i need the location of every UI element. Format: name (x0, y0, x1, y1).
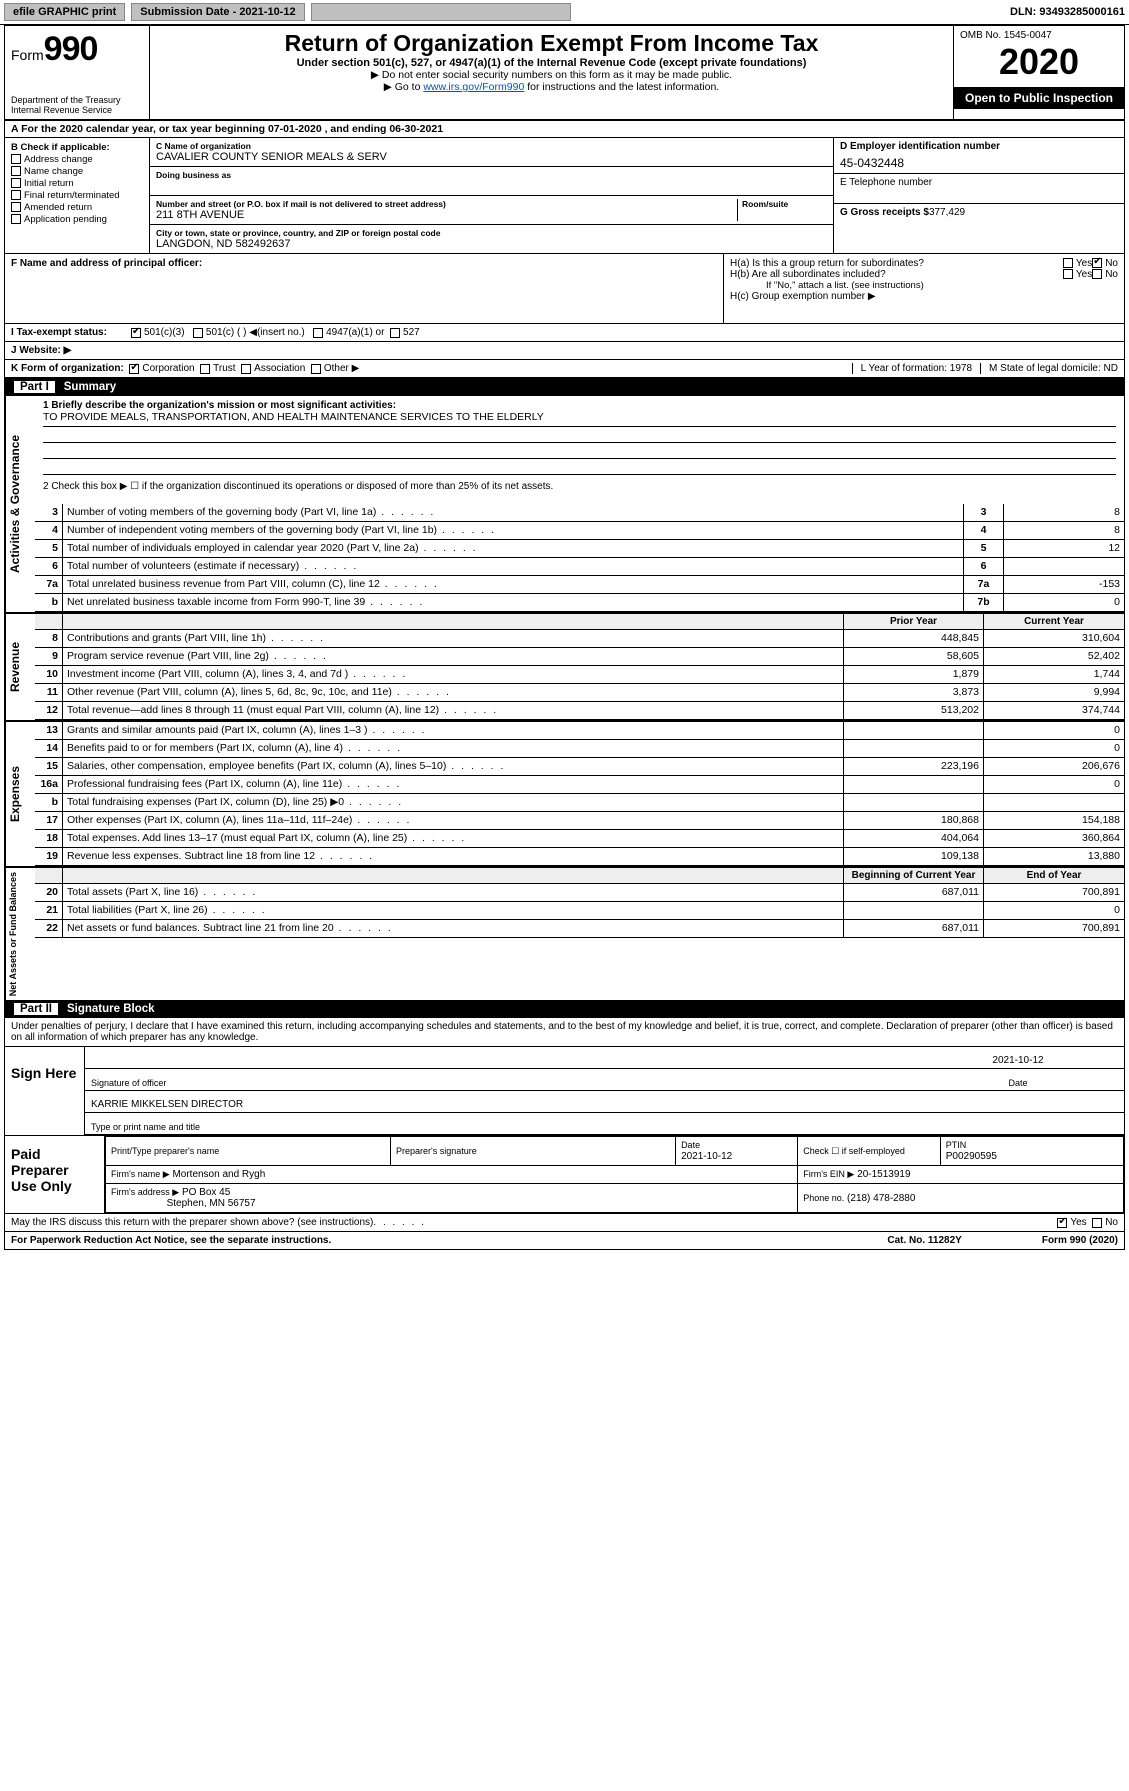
data-line: 15Salaries, other compensation, employee… (35, 758, 1124, 776)
data-line: 12Total revenue—add lines 8 through 11 (… (35, 702, 1124, 720)
omb-cell: OMB No. 1545-0047 2020 Open to Public In… (954, 26, 1124, 119)
efile-button[interactable]: efile GRAPHIC print (4, 3, 125, 21)
discuss-row: May the IRS discuss this return with the… (5, 1213, 1124, 1231)
data-line: 22Net assets or fund balances. Subtract … (35, 920, 1124, 938)
tax-year-row: A For the 2020 calendar year, or tax yea… (5, 121, 1124, 138)
sign-here-label: Sign Here (5, 1047, 85, 1135)
cat-no: Cat. No. 11282Y (887, 1235, 961, 1246)
form-footer: Form 990 (2020) (1042, 1235, 1118, 1246)
vlabel-governance: Activities & Governance (5, 396, 35, 612)
data-line: 20Total assets (Part X, line 16)687,0117… (35, 884, 1124, 902)
vlabel-revenue: Revenue (5, 614, 35, 720)
box-b: B Check if applicable: Address change Na… (5, 138, 150, 253)
box-h: H(a) Is this a group return for subordin… (724, 254, 1124, 323)
vlabel-net: Net Assets or Fund Balances (5, 868, 35, 1000)
dln-value: DLN: 93493285000161 (1010, 6, 1125, 18)
paperwork-notice: For Paperwork Reduction Act Notice, see … (11, 1235, 331, 1246)
gov-line: 7aTotal unrelated business revenue from … (35, 576, 1124, 594)
blank-button[interactable] (311, 3, 571, 21)
form-number-cell: Form990 Department of the Treasury Inter… (5, 26, 150, 119)
data-line: 14Benefits paid to or for members (Part … (35, 740, 1124, 758)
data-line: 18Total expenses. Add lines 13–17 (must … (35, 830, 1124, 848)
row-j: J Website: ▶ (5, 342, 1124, 360)
data-line: 21Total liabilities (Part X, line 26)0 (35, 902, 1124, 920)
row-i: I Tax-exempt status: 501(c)(3) 501(c) ( … (5, 324, 1124, 342)
data-line: bTotal fundraising expenses (Part IX, co… (35, 794, 1124, 812)
box-d: D Employer identification number45-04324… (834, 138, 1124, 253)
gov-line: 6Total number of volunteers (estimate if… (35, 558, 1124, 576)
data-line: 19Revenue less expenses. Subtract line 1… (35, 848, 1124, 866)
box-f: F Name and address of principal officer: (5, 254, 724, 323)
submission-button[interactable]: Submission Date - 2021-10-12 (131, 3, 304, 21)
row-k: K Form of organization: Corporation Trus… (5, 360, 1124, 377)
gov-line: 4Number of independent voting members of… (35, 522, 1124, 540)
gov-line: bNet unrelated business taxable income f… (35, 594, 1124, 612)
part-i-bar: Part ISummary (5, 378, 1124, 396)
data-line: 10Investment income (Part VIII, column (… (35, 666, 1124, 684)
data-line: 16aProfessional fundraising fees (Part I… (35, 776, 1124, 794)
declaration-text: Under penalties of perjury, I declare th… (5, 1018, 1124, 1046)
data-line: 17Other expenses (Part IX, column (A), l… (35, 812, 1124, 830)
paid-preparer-label: Paid Preparer Use Only (5, 1136, 105, 1213)
part-ii-bar: Part IISignature Block (5, 1000, 1124, 1018)
box-c: C Name of organizationCAVALIER COUNTY SE… (150, 138, 834, 253)
vlabel-expenses: Expenses (5, 722, 35, 866)
data-line: 11Other revenue (Part VIII, column (A), … (35, 684, 1124, 702)
title-cell: Return of Organization Exempt From Incom… (150, 26, 954, 119)
preparer-table: Print/Type preparer's name Preparer's si… (105, 1136, 1124, 1213)
data-line: 8Contributions and grants (Part VIII, li… (35, 630, 1124, 648)
gov-line: 3Number of voting members of the governi… (35, 504, 1124, 522)
mission-area: 1 Briefly describe the organization's mi… (35, 396, 1124, 504)
gov-line: 5Total number of individuals employed in… (35, 540, 1124, 558)
data-line: 9Program service revenue (Part VIII, lin… (35, 648, 1124, 666)
form990-link[interactable]: www.irs.gov/Form990 (423, 81, 524, 93)
data-line: 13Grants and similar amounts paid (Part … (35, 722, 1124, 740)
